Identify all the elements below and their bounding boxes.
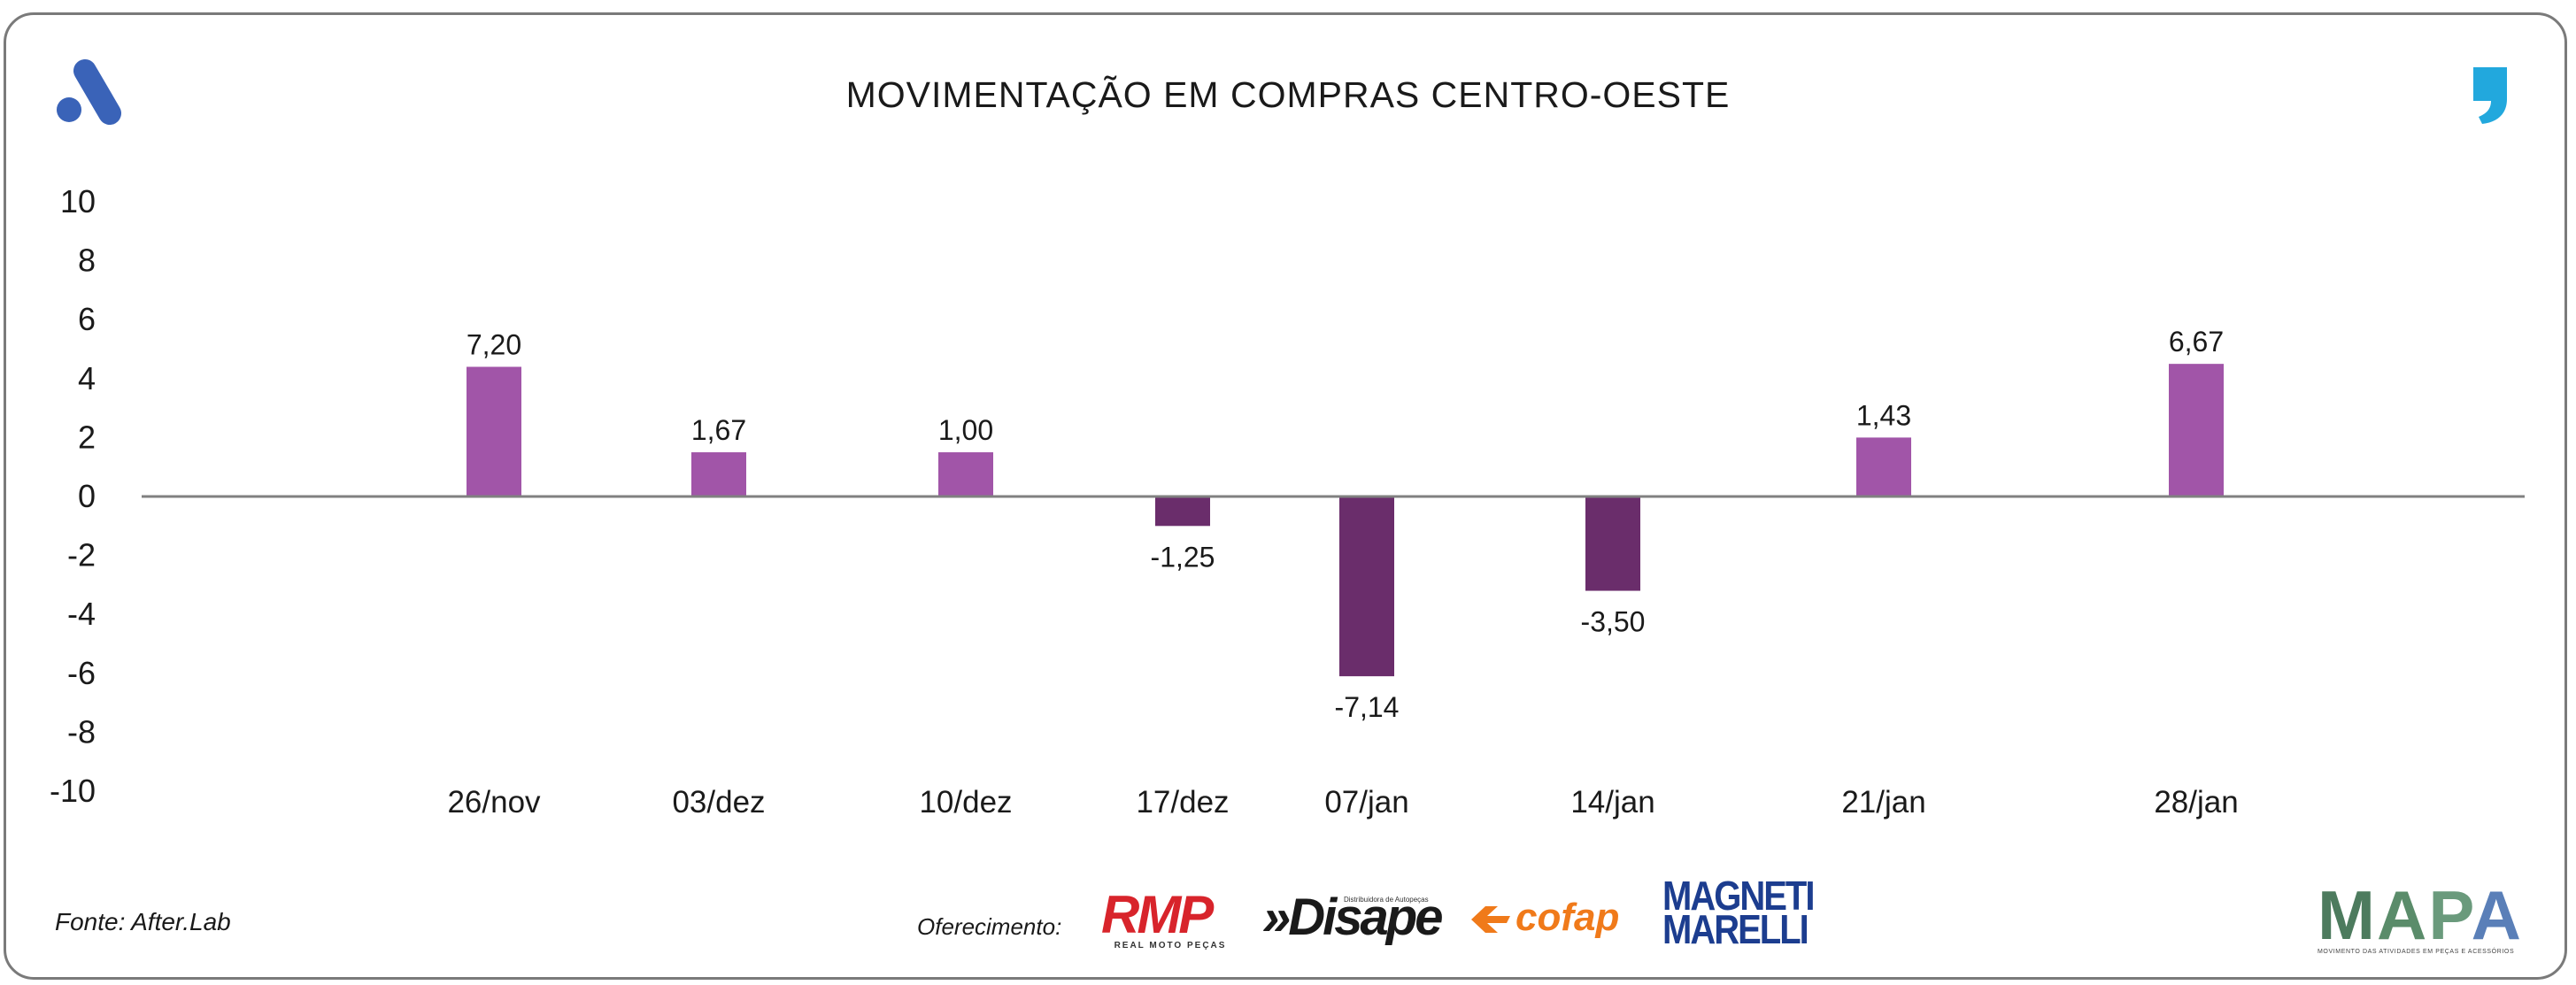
mapa-letter: M — [2318, 876, 2377, 954]
afterlab-logo-icon — [57, 59, 121, 125]
x-tick-label: 03/dez — [672, 785, 765, 820]
rmp-logo-text: RMP — [1101, 885, 1214, 944]
mapa-letter: A — [2376, 876, 2429, 954]
cofap-logo-text: cofap — [1516, 896, 1620, 939]
mapa-logo-text: MAPA — [2318, 881, 2521, 950]
data-label: 6,67 — [2169, 326, 2224, 358]
x-tick-label: 21/jan — [1841, 785, 1925, 820]
y-tick-label: -10 — [50, 773, 96, 809]
rmp-logo-subtitle: REAL MOTO PEÇAS — [1114, 941, 1227, 950]
y-tick-label: -2 — [67, 537, 96, 573]
cofap-arrow-icon — [1471, 906, 1510, 933]
cofap-logo: cofap — [1469, 894, 1647, 942]
bar — [1585, 496, 1640, 591]
disape-logo: Distribuidora de Autopeças »Disape — [1262, 887, 1448, 949]
data-label: 1,00 — [938, 414, 993, 446]
source-note: Fonte: After.Lab — [55, 908, 231, 935]
mapa-letter: P — [2428, 876, 2472, 954]
x-tick-label: 07/jan — [1324, 785, 1408, 820]
x-tick-label: 28/jan — [2154, 785, 2238, 820]
magneti-logo-line2: MARELLI — [1662, 907, 1809, 953]
data-label: 1,43 — [1856, 399, 1911, 431]
y-tick-label: 6 — [78, 301, 96, 337]
x-tick-label: 26/nov — [447, 785, 541, 820]
magneti-marelli-logo: MAGNETI MARELLI — [1662, 873, 1815, 953]
mapa-logo-subtitle: MOVIMENTO DAS ATIVIDADES EM PEÇAS E ACES… — [2318, 949, 2515, 955]
x-tick-label: 17/dez — [1136, 785, 1229, 820]
y-tick-label: 8 — [78, 242, 96, 279]
y-tick-label: -6 — [67, 655, 96, 691]
data-label: -1,25 — [1151, 541, 1215, 573]
bar — [2169, 364, 2224, 496]
x-tick-label: 10/dez — [919, 785, 1012, 820]
data-label: -7,14 — [1335, 691, 1400, 723]
bar — [467, 366, 521, 496]
data-label: 1,67 — [691, 414, 746, 446]
disape-logo-subtitle: Distribuidora de Autopeças — [1344, 896, 1429, 904]
y-tick-label: -4 — [67, 596, 96, 632]
mapa-logo: MAPA MOVIMENTO DAS ATIVIDADES EM PEÇAS E… — [2318, 881, 2521, 955]
mapa-letter: A — [2471, 876, 2523, 954]
bar — [938, 452, 993, 496]
data-label: -3,50 — [1581, 606, 1646, 638]
bar — [1339, 496, 1394, 677]
y-tick-label: 0 — [78, 478, 96, 514]
bar — [1155, 496, 1210, 527]
y-tick-label: -8 — [67, 713, 96, 750]
magneti-logo-line1: MAGNETI — [1662, 873, 1815, 920]
rmp-logo: RMP REAL MOTO PEÇAS — [1101, 885, 1239, 951]
x-tick-label: 14/jan — [1570, 785, 1654, 820]
comma-logo-icon — [2473, 67, 2507, 124]
bar — [691, 452, 746, 496]
y-tick-label: 4 — [78, 360, 96, 396]
y-tick-label: 10 — [60, 183, 96, 219]
disape-logo-text: »Disape — [1262, 889, 1443, 946]
bar — [1856, 437, 1911, 496]
chart-title: MOVIMENTAÇÃO EM COMPRAS CENTRO-OESTE — [845, 74, 1731, 115]
data-label: 7,20 — [467, 328, 521, 360]
sponsor-label: Oferecimento: — [917, 913, 1062, 940]
y-tick-label: 2 — [78, 419, 96, 455]
